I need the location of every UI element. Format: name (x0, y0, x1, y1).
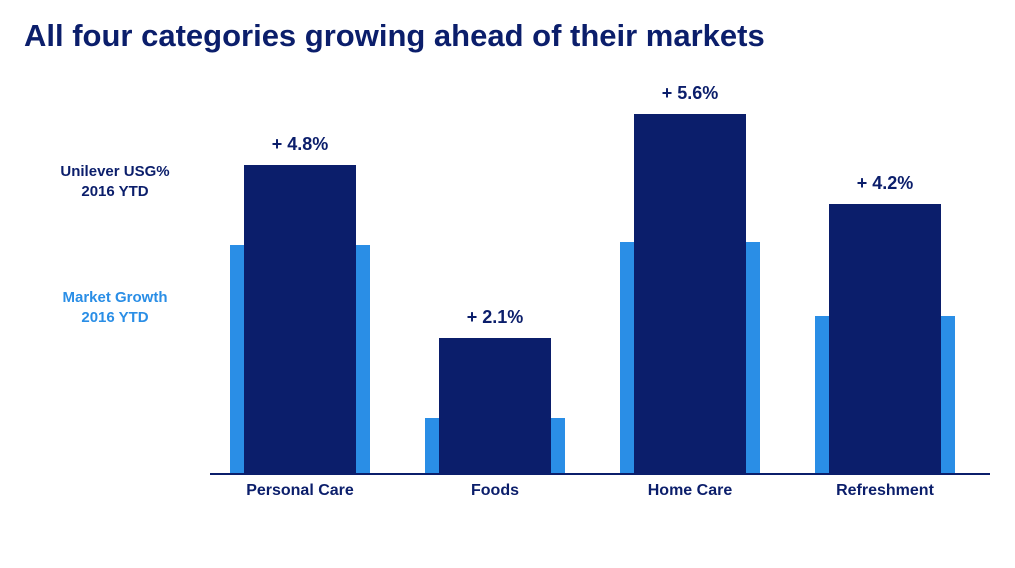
legend-market-line1: Market Growth (40, 288, 190, 308)
slide: All four categories growing ahead of the… (0, 0, 1015, 568)
usg-data-label: + 4.8% (230, 134, 370, 155)
usg-bar (244, 165, 356, 473)
usg-data-label: + 4.2% (815, 173, 955, 194)
bar-group: + 4.2% (815, 88, 955, 473)
usg-bar (829, 204, 941, 474)
x-axis-label: Foods (405, 482, 585, 500)
usg-bar (439, 338, 551, 473)
bar-group: + 4.8% (230, 88, 370, 473)
slide-title: All four categories growing ahead of the… (24, 18, 765, 54)
legend-usg: Unilever USG% 2016 YTD (40, 162, 190, 201)
bar-group: + 5.6% (620, 88, 760, 473)
bar-group: + 2.1% (425, 88, 565, 473)
usg-data-label: + 2.1% (425, 307, 565, 328)
legend-usg-line1: Unilever USG% (40, 162, 190, 182)
x-axis-label: Personal Care (210, 482, 390, 500)
legend-market-line2: 2016 YTD (40, 308, 190, 328)
bar-chart: + 4.8% + 2.1% + 5.6% + 4.2% Personal Care Fo… (210, 90, 990, 520)
x-axis-label: Refreshment (795, 482, 975, 500)
legend-usg-line2: 2016 YTD (40, 182, 190, 202)
usg-data-label: + 5.6% (620, 83, 760, 104)
plot-area: + 4.8% + 2.1% + 5.6% + 4.2% (210, 90, 990, 475)
x-axis-label: Home Care (600, 482, 780, 500)
legend-market: Market Growth 2016 YTD (40, 288, 190, 327)
usg-bar (634, 114, 746, 473)
